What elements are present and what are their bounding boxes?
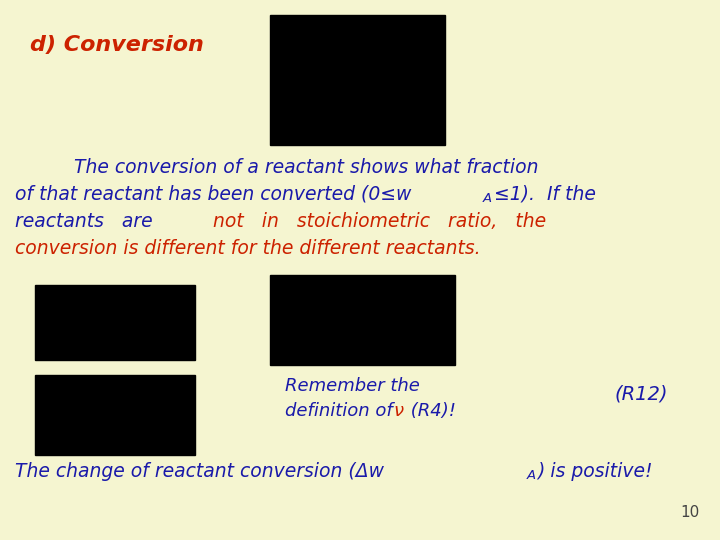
Bar (270, 15, 445, 145)
Text: ≤1).  If the: ≤1). If the (494, 185, 596, 204)
Text: Remember the: Remember the (285, 377, 420, 395)
Text: not   in   stoichiometric   ratio,   the: not in stoichiometric ratio, the (213, 212, 546, 231)
Text: A: A (483, 192, 492, 205)
Text: The change of reactant conversion (Δw: The change of reactant conversion (Δw (15, 462, 384, 481)
Text: 10: 10 (680, 505, 700, 520)
Text: conversion is different for the different reactants.: conversion is different for the differen… (15, 239, 481, 258)
Bar (35, 285, 195, 360)
Text: (R12): (R12) (615, 385, 668, 404)
Text: A: A (527, 469, 536, 482)
Text: The conversion of a reactant shows what fraction: The conversion of a reactant shows what … (50, 158, 539, 177)
Text: (R4)!: (R4)! (405, 402, 456, 420)
Text: d) Conversion: d) Conversion (30, 35, 204, 55)
Text: reactants   are: reactants are (15, 212, 171, 231)
Bar (35, 375, 195, 455)
Text: definition of: definition of (285, 402, 398, 420)
Text: of that reactant has been converted (0≤w: of that reactant has been converted (0≤w (15, 185, 411, 204)
Bar (270, 275, 455, 365)
Text: ν: ν (393, 402, 403, 420)
Text: ) is positive!: ) is positive! (537, 462, 652, 481)
